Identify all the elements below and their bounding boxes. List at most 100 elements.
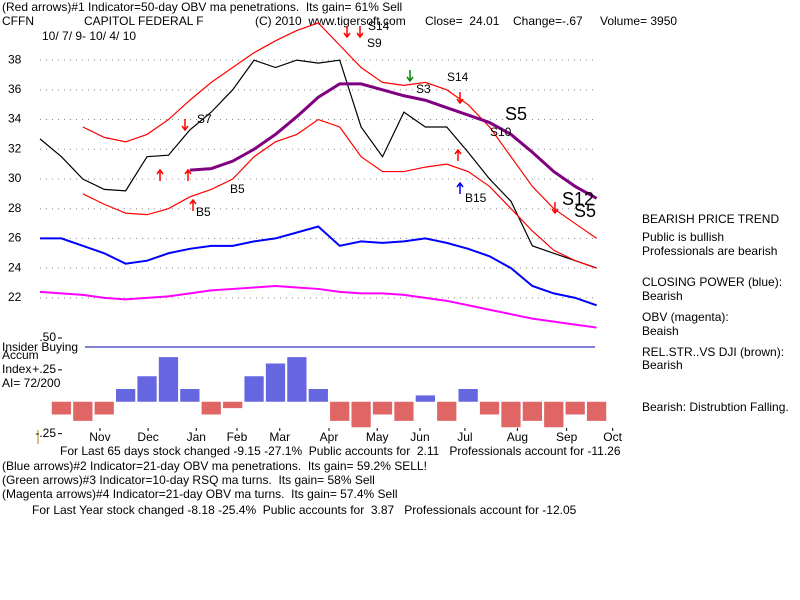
x-tick-label: Sep: [556, 430, 578, 444]
accum-bar: [501, 401, 521, 428]
accum-bar: [565, 401, 585, 415]
accum-bar: [223, 401, 243, 409]
accum-bar: [180, 389, 200, 402]
signal-label: B5: [196, 205, 211, 219]
y-tick-label: 34: [8, 112, 22, 126]
panel-label: Index: [2, 362, 31, 376]
x-tick-label: Mar: [269, 430, 290, 444]
arrow: [343, 26, 351, 39]
accum-bar: [372, 401, 393, 415]
signal-label: S5: [505, 104, 527, 124]
x-tick-label: Nov: [89, 430, 110, 444]
y-tick-label: 38: [8, 52, 22, 66]
y-tick-label: +.25: [32, 362, 56, 376]
accum-bar: [51, 401, 72, 415]
y-tick-label: 32: [8, 141, 22, 155]
x-tick-label: Jun: [410, 430, 429, 444]
accum-bar: [330, 401, 350, 421]
signal-label: S9: [367, 36, 382, 50]
panel-label: AI= 72/200: [2, 376, 61, 390]
arrow: [456, 92, 464, 105]
side-note: OBV (magenta):: [642, 310, 729, 324]
accum-bar: [94, 401, 114, 415]
accum-bar: [158, 357, 179, 402]
title: (Red arrows)#1 Indicator=50-day OBV ma p…: [2, 0, 402, 14]
side-note: CLOSING POWER (blue):: [642, 275, 782, 289]
accum-bar: [73, 401, 93, 421]
signal-label: S14: [368, 19, 390, 33]
signal-label: S12: [562, 189, 594, 209]
accum-bar: [586, 401, 607, 421]
y-tick-label: 26: [8, 231, 22, 245]
side-note: Public is bullish: [642, 230, 724, 244]
accum-bar: [458, 389, 478, 402]
signal-label: S3: [416, 82, 431, 96]
accum-bar: [137, 376, 157, 402]
footer-line: For Last 65 days stock changed -9.15 -27…: [60, 444, 621, 458]
accum-bar: [265, 363, 286, 402]
accum-bar: [308, 389, 328, 402]
arrow: [456, 181, 464, 194]
y-tick-label: 22: [8, 290, 22, 304]
panel-label: Accum: [2, 348, 39, 362]
company: CAPITOL FEDERAL F: [84, 14, 204, 28]
accum-bar: [522, 401, 543, 421]
series-line: [189, 82, 598, 200]
footer-line: (Green arrows)#3 Indicator=10-day RSQ ma…: [2, 473, 375, 487]
side-note: Beaish: [642, 324, 679, 338]
x-tick-label: Feb: [227, 430, 248, 444]
arrow: [189, 198, 197, 211]
y-tick-label: 28: [8, 201, 22, 215]
signal-label: S7: [197, 112, 212, 126]
signal-label: S10: [490, 125, 512, 139]
y-tick-label: -.25: [35, 426, 56, 440]
volume: Volume= 3950: [600, 14, 677, 28]
x-tick-label: Apr: [320, 430, 339, 444]
accum-bar: [544, 401, 564, 428]
series-line: [39, 59, 597, 269]
copyright: (C) 2010 www.tigersoft.com: [255, 14, 406, 28]
change: Change=-.67: [513, 14, 583, 28]
signal-label: B15: [465, 191, 487, 205]
signal-label: B5: [230, 182, 245, 196]
date-range: 10/ 7/ 9- 10/ 4/ 10: [42, 29, 136, 43]
close: Close= 24.01: [425, 14, 500, 28]
x-tick-label: Oct: [603, 430, 622, 444]
arrow: [181, 119, 189, 132]
arrow: [454, 148, 462, 161]
side-note: Bearish: [642, 289, 683, 303]
series-line: [82, 118, 597, 269]
arrow: [406, 70, 414, 83]
accum-bar: [244, 376, 264, 402]
accum-bar: [287, 357, 307, 402]
arrow: [156, 168, 164, 181]
insider-label: Insider Buying: [2, 340, 78, 354]
y-tick-label: 30: [8, 171, 22, 185]
accum-bar: [415, 395, 435, 402]
x-tick-label: May: [366, 430, 389, 444]
accum-bar: [351, 401, 371, 428]
accum-bar: [479, 401, 500, 415]
side-note: Bearish: Distrubtion Falling.: [642, 400, 789, 414]
side-note: Professionals are bearish: [642, 244, 777, 258]
y-tick-label: 24: [8, 260, 22, 274]
signal-label: S5: [574, 201, 596, 221]
side-note: BEARISH PRICE TREND: [642, 212, 779, 226]
x-tick-label: Jan: [187, 430, 206, 444]
x-tick-label: Jul: [457, 430, 472, 444]
series-line: [39, 284, 597, 329]
series-line: [82, 22, 597, 239]
signal-label: S14: [447, 70, 469, 84]
x-tick-label: Dec: [137, 430, 158, 444]
arrow: [356, 26, 364, 39]
side-note: Bearish: [642, 358, 683, 372]
arrow: [551, 202, 559, 215]
footer-line: For Last Year stock changed -8.18 -25.4%…: [32, 503, 577, 517]
footer-line: (Magenta arrows)#4 Indicator=21-day OBV …: [2, 487, 398, 501]
y-tick-label: .50: [39, 330, 56, 344]
accum-bar: [394, 401, 414, 421]
accum-bar: [115, 389, 136, 402]
accum-bar: [437, 401, 457, 421]
